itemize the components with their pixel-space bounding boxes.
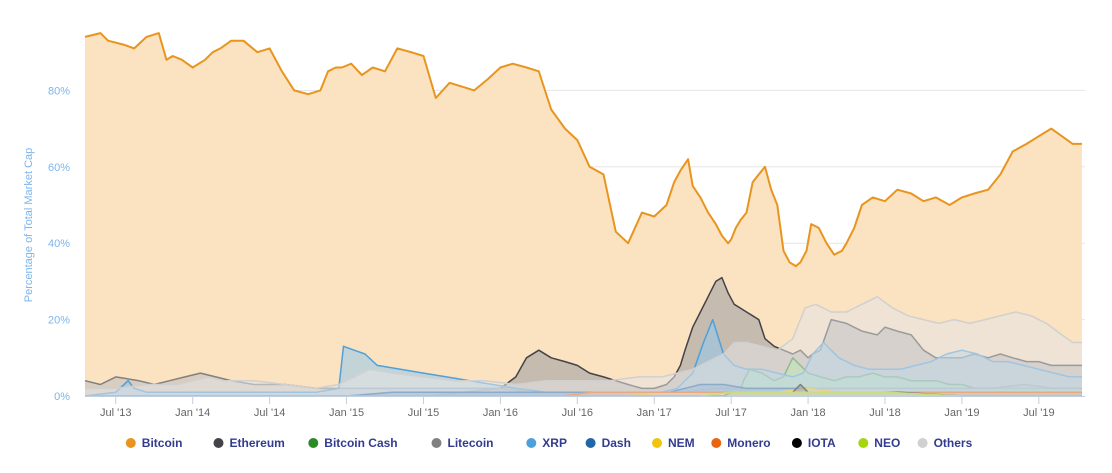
- y-tick-label-1: 20%: [48, 315, 70, 327]
- x-tick-label-9: Jan '18: [791, 407, 826, 419]
- legend-marker-monero: [711, 438, 722, 448]
- legend-marker-nem: [652, 438, 662, 448]
- area-bitcoin: [85, 33, 1082, 396]
- legend-label-iota: IOTA: [808, 436, 836, 450]
- legend-marker-dash: [585, 438, 596, 448]
- x-tick-label-11: Jan '19: [944, 407, 979, 419]
- legend-marker-xrp: [526, 438, 537, 448]
- legend-item-bitcoin[interactable]: Bitcoin: [125, 436, 183, 450]
- legend-item-monero[interactable]: Monero: [711, 436, 771, 450]
- legend-item-xrp[interactable]: XRP: [526, 436, 567, 450]
- legend-item-neo[interactable]: NEO: [858, 436, 900, 450]
- y-tick-label-3: 60%: [48, 162, 70, 174]
- legend-item-ethereum[interactable]: Ethereum: [213, 436, 285, 450]
- legend-item-bitcoin-cash[interactable]: Bitcoin Cash: [308, 436, 398, 450]
- y-tick-label-4: 80%: [48, 85, 70, 97]
- line-bitcoin: [84, 32, 1082, 268]
- y-axis: 0% 20% 40% 60% 80%: [48, 85, 70, 403]
- y-axis-title: Percentage of Total Market Cap: [23, 148, 35, 303]
- legend-label-ethereum: Ethereum: [230, 436, 285, 450]
- legend-item-litecoin[interactable]: Litecoin: [431, 436, 494, 450]
- x-tick-label-10: Jul '18: [869, 407, 900, 419]
- x-tick-label-7: Jan '17: [637, 407, 672, 419]
- legend-label-bitcoin-cash: Bitcoin Cash: [324, 436, 397, 450]
- legend-label-others: Others: [934, 436, 973, 450]
- x-tick-label-12: Jul '19: [1023, 407, 1054, 419]
- x-tick-label-8: Jul '17: [715, 407, 746, 419]
- legend-label-neo: NEO: [874, 436, 900, 450]
- x-axis: Jul '13 Jan '14 Jul '14 Jan '15 Jul '15 Jan '…: [85, 396, 1085, 419]
- legend-item-others[interactable]: Others: [917, 436, 973, 450]
- y-tick-label-0: 0%: [54, 391, 70, 403]
- x-tick-label-4: Jul '15: [408, 407, 439, 419]
- legend-label-bitcoin: Bitcoin: [142, 436, 183, 450]
- legend-marker-bitcoin: [125, 438, 136, 448]
- legend-item-dash[interactable]: Dash: [585, 436, 631, 450]
- legend-label-litecoin: Litecoin: [448, 436, 494, 450]
- x-tick-label-0: Jul '13: [100, 407, 131, 419]
- legend-label-nem: NEM: [668, 436, 695, 450]
- legend-label-monero: Monero: [727, 436, 770, 450]
- legend-item-iota[interactable]: IOTA: [791, 436, 836, 450]
- legend-marker-ethereum: [213, 438, 224, 448]
- legend-marker-iota: [791, 438, 802, 448]
- x-tick-label-2: Jul '14: [254, 407, 285, 419]
- legend-marker-litecoin: [431, 438, 442, 448]
- x-tick-label-1: Jan '14: [175, 407, 210, 419]
- x-tick-label-5: Jan '16: [483, 407, 518, 419]
- y-tick-label-2: 40%: [48, 238, 70, 250]
- x-tick-label-6: Jul '16: [562, 407, 593, 419]
- legend-item-nem[interactable]: NEM: [652, 436, 695, 450]
- legend-label-dash: Dash: [602, 436, 631, 450]
- x-tick-label-3: Jan '15: [329, 407, 364, 419]
- legend-marker-others: [917, 438, 928, 448]
- legend: Bitcoin Ethereum Bitcoin Cash Litecoin XRP Da…: [125, 436, 973, 450]
- line-others: [85, 295, 1082, 390]
- legend-label-xrp: XRP: [542, 436, 567, 450]
- legend-marker-neo: [858, 438, 869, 448]
- legend-marker-bitcoin-cash: [308, 438, 319, 448]
- series-areas: [84, 32, 1082, 397]
- area-others: [85, 296, 1082, 396]
